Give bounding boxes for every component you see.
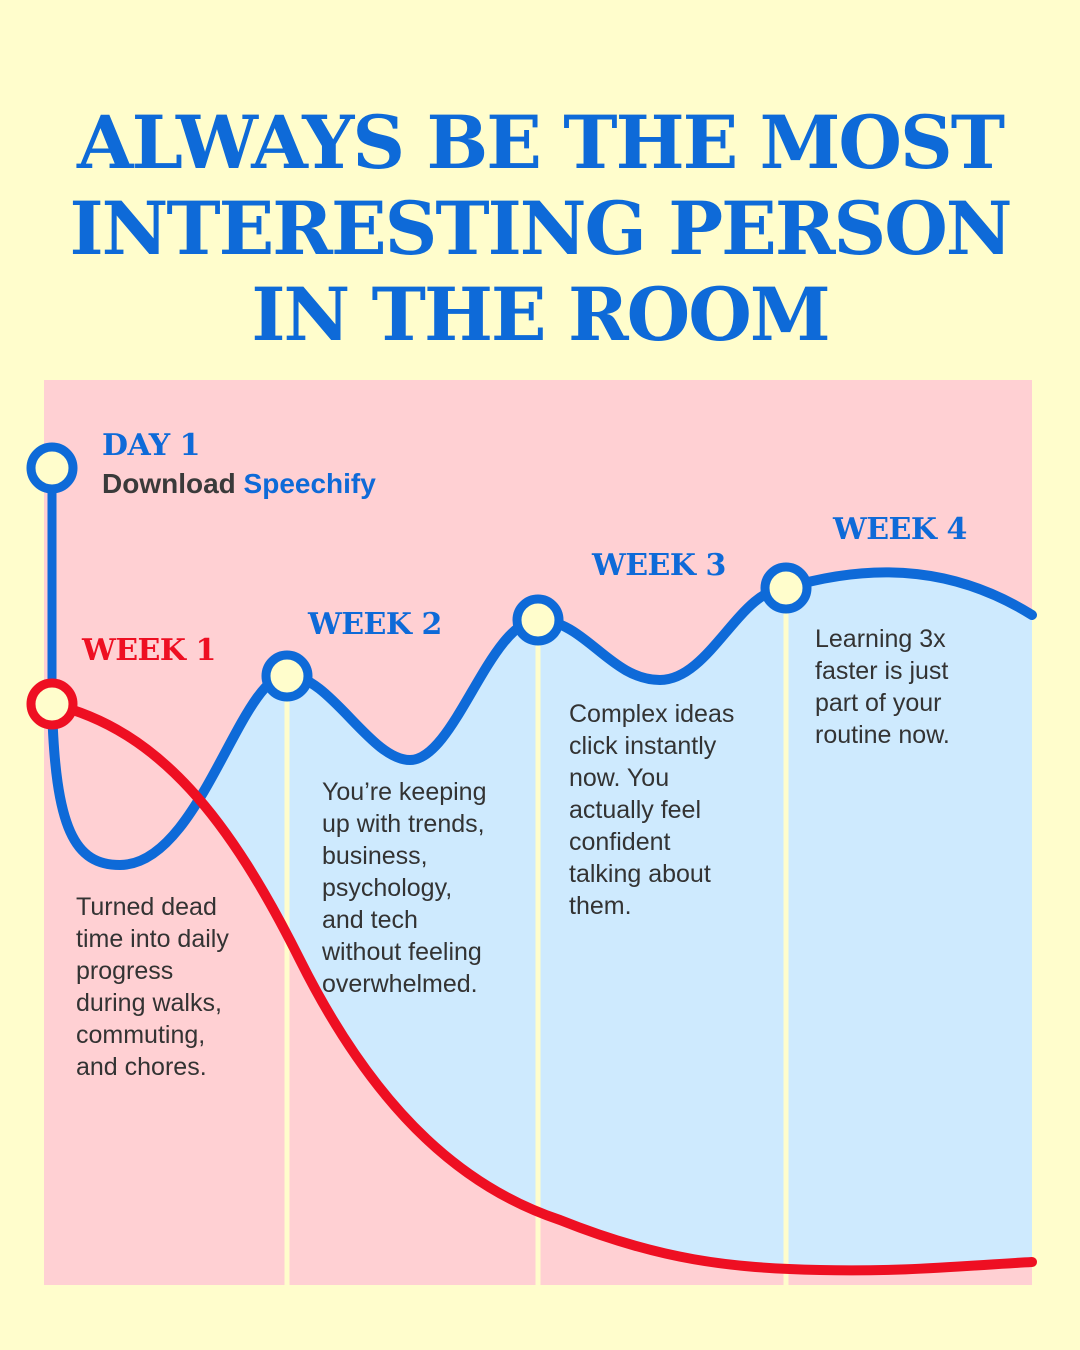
download-text: Download bbox=[102, 468, 236, 499]
week1-desc-line: commuting, bbox=[76, 1021, 206, 1049]
headline-line-1: ALWAYS BE THE MOST bbox=[76, 100, 1005, 186]
week4-desc-line: Learning 3x bbox=[815, 625, 946, 653]
week3-desc-line: actually feel bbox=[569, 796, 702, 824]
week2-desc-line: up with trends, bbox=[322, 810, 485, 838]
week4-desc-line: routine now. bbox=[815, 721, 950, 749]
week3-desc-line: click instantly bbox=[569, 732, 717, 760]
week1-marker bbox=[26, 678, 78, 730]
red-area bbox=[52, 704, 1032, 1285]
week3-desc-line: now. You bbox=[569, 764, 670, 792]
week4-label: WEEK 4 bbox=[833, 512, 967, 547]
week3-marker bbox=[512, 594, 564, 646]
week1-desc-line: and chores. bbox=[76, 1053, 207, 1081]
week2-desc-line: psychology, bbox=[322, 874, 453, 902]
week2-desc-line: without feeling bbox=[322, 938, 482, 966]
week3-label: WEEK 3 bbox=[592, 548, 726, 583]
week2-desc-line: and tech bbox=[322, 906, 418, 934]
headline-line-2: INTERESTING PERSON bbox=[69, 186, 1012, 272]
week4-marker bbox=[760, 562, 812, 614]
week1-description: Turned dead time into daily progress dur… bbox=[76, 891, 229, 1083]
week2-desc-line: overwhelmed. bbox=[322, 970, 478, 998]
week2-desc-line: You’re keeping bbox=[322, 778, 487, 806]
week4-desc-line: faster is just bbox=[815, 657, 949, 685]
week2-marker bbox=[261, 650, 313, 702]
week3-desc-line: talking about bbox=[569, 860, 711, 888]
week4-description: Learning 3x faster is just part of your … bbox=[815, 623, 950, 751]
week3-description: Complex ideas click instantly now. You a… bbox=[569, 698, 734, 922]
day1-marker bbox=[26, 442, 78, 494]
speechify-brand: Speechify bbox=[243, 468, 376, 499]
week1-desc-line: during walks, bbox=[76, 989, 222, 1017]
headline: ALWAYS BE THE MOST INTERESTING PERSON IN… bbox=[0, 100, 1080, 358]
week4-desc-line: part of your bbox=[815, 689, 942, 717]
week1-label: WEEK 1 bbox=[82, 633, 216, 668]
week3-desc-line: them. bbox=[569, 892, 632, 920]
week2-desc-line: business, bbox=[322, 842, 428, 870]
week2-description: You’re keeping up with trends, business,… bbox=[322, 776, 487, 1000]
week1-desc-line: time into daily bbox=[76, 925, 229, 953]
week3-desc-line: confident bbox=[569, 828, 671, 856]
week2-label: WEEK 2 bbox=[308, 607, 442, 642]
week1-desc-line: Turned dead bbox=[76, 893, 217, 921]
headline-line-3: IN THE ROOM bbox=[251, 272, 830, 358]
day1-subtitle: Download Speechify bbox=[102, 468, 376, 500]
week1-desc-line: progress bbox=[76, 957, 174, 985]
day1-label: DAY 1 bbox=[102, 428, 201, 463]
red-decline-curve bbox=[47, 699, 1037, 1276]
week3-desc-line: Complex ideas bbox=[569, 700, 735, 728]
